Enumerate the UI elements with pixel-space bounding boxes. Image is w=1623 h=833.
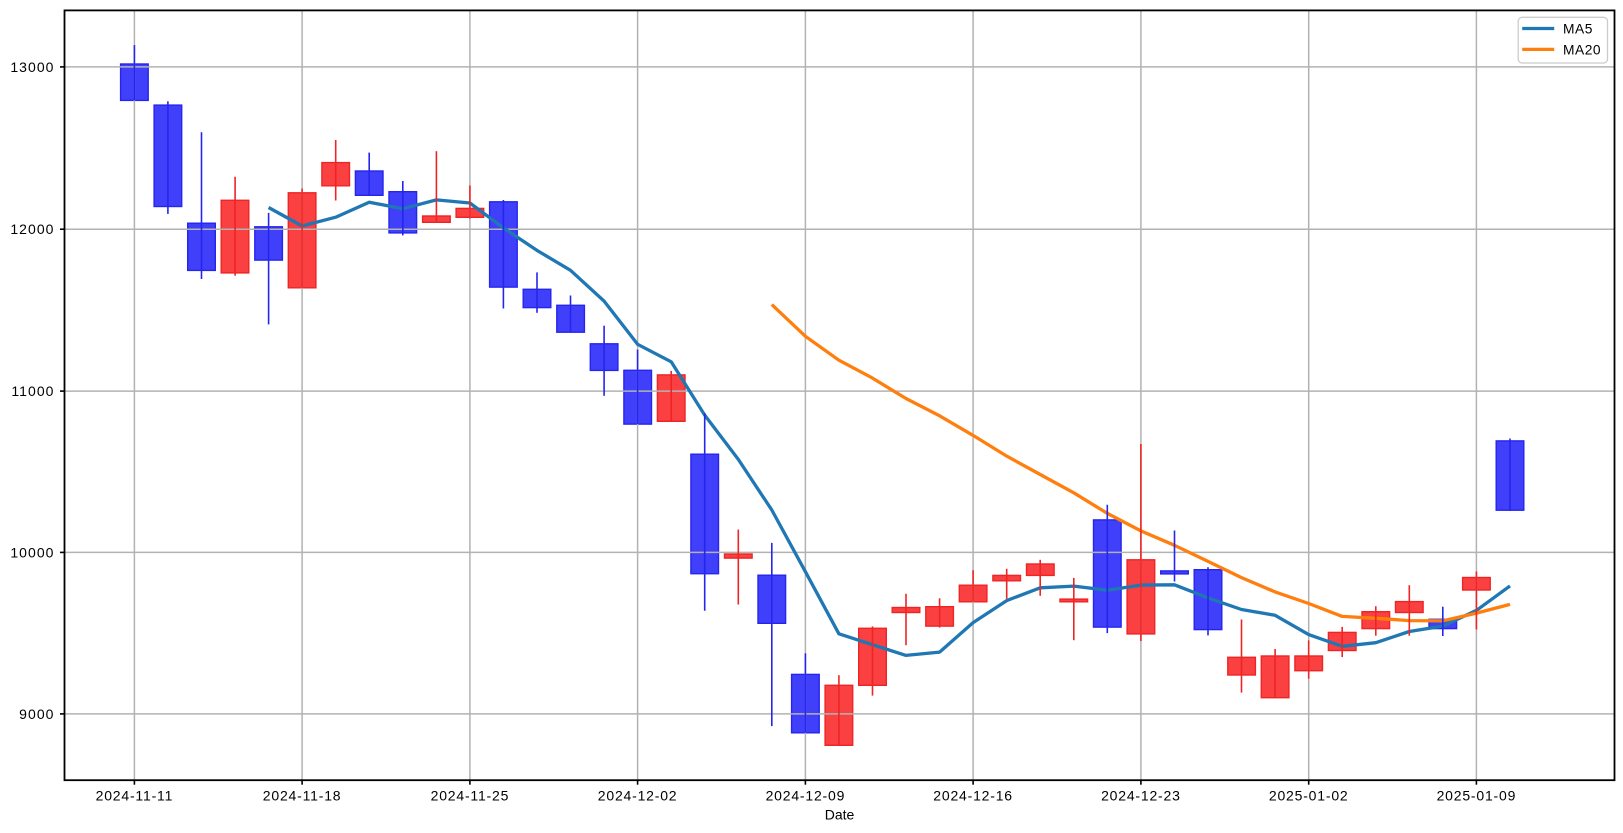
svg-text:Date: Date	[825, 807, 855, 823]
svg-text:2024-11-18: 2024-11-18	[263, 788, 342, 804]
svg-text:2024-11-11: 2024-11-11	[96, 788, 174, 804]
svg-text:2024-12-23: 2024-12-23	[1101, 788, 1181, 804]
svg-text:2024-12-16: 2024-12-16	[933, 788, 1013, 804]
svg-text:9000: 9000	[19, 706, 54, 722]
svg-text:12000: 12000	[10, 221, 54, 237]
svg-text:MA5: MA5	[1563, 22, 1593, 37]
svg-text:2025-01-09: 2025-01-09	[1437, 788, 1517, 804]
svg-text:2024-12-09: 2024-12-09	[766, 788, 846, 804]
svg-text:10000: 10000	[10, 544, 54, 560]
svg-text:2024-12-02: 2024-12-02	[598, 788, 678, 804]
svg-text:2025-01-02: 2025-01-02	[1269, 788, 1349, 804]
svg-text:11000: 11000	[11, 383, 54, 399]
svg-text:13000: 13000	[10, 59, 54, 75]
svg-text:2024-11-25: 2024-11-25	[431, 788, 510, 804]
svg-text:MA20: MA20	[1563, 42, 1601, 57]
